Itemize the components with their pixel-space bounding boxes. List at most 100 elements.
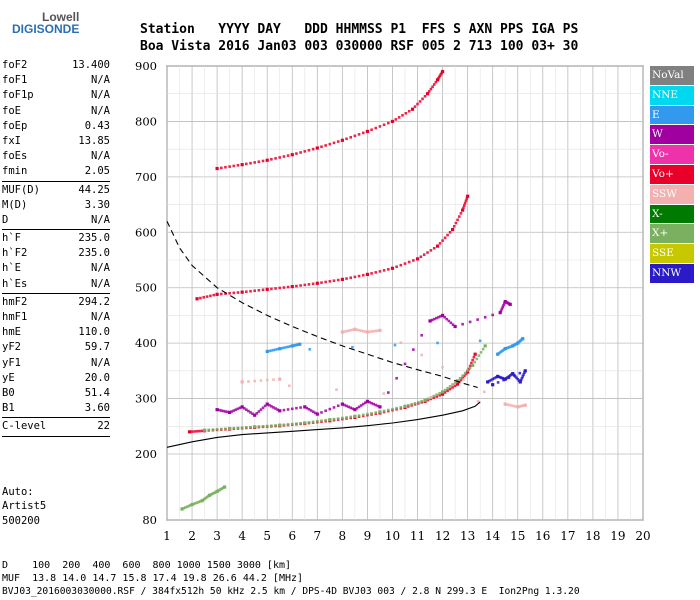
data-point xyxy=(378,270,382,273)
data-point xyxy=(461,376,464,380)
muf-row: MUF 13.8 14.0 14.7 15.8 17.4 19.8 26.6 4… xyxy=(2,573,303,584)
data-point xyxy=(438,242,442,245)
data-point xyxy=(427,90,431,93)
param-row: h`E N/A xyxy=(2,261,110,276)
param-row: D N/A xyxy=(2,213,110,228)
data-point xyxy=(290,285,294,289)
data-point xyxy=(282,155,286,158)
x-tick-label: 13 xyxy=(460,529,475,543)
data-point xyxy=(416,102,419,106)
data-point xyxy=(253,379,256,383)
data-point xyxy=(403,404,407,408)
param-row: foE N/A xyxy=(2,104,110,119)
data-point xyxy=(466,194,470,198)
data-point xyxy=(523,403,527,407)
data-point xyxy=(253,161,256,164)
legend-item: SSW xyxy=(650,184,694,205)
data-point xyxy=(345,277,348,280)
data-point xyxy=(488,379,491,383)
data-point xyxy=(483,315,487,319)
data-point xyxy=(228,426,232,431)
data-point xyxy=(274,407,277,410)
data-point xyxy=(232,164,236,168)
param-value: 13.85 xyxy=(78,134,110,147)
data-point xyxy=(483,344,487,348)
data-point xyxy=(462,204,466,207)
data-point xyxy=(257,410,261,413)
data-point xyxy=(432,246,436,250)
data-point xyxy=(365,272,370,277)
data-point xyxy=(336,417,340,420)
data-point xyxy=(274,424,277,427)
data-point xyxy=(426,397,430,401)
data-point xyxy=(382,409,386,413)
data-point xyxy=(522,373,525,376)
electron-density-profile-line xyxy=(166,401,481,448)
param-label: hmF1 xyxy=(2,311,28,323)
x-tick-label: 7 xyxy=(313,529,321,543)
data-point xyxy=(245,290,248,293)
data-point xyxy=(185,505,189,509)
data-point xyxy=(374,403,378,407)
data-point xyxy=(313,411,317,415)
data-point xyxy=(397,116,401,119)
data-point xyxy=(282,346,286,350)
data-point xyxy=(491,383,495,387)
data-point xyxy=(446,389,449,393)
param-value: 59.7 xyxy=(84,341,110,354)
data-point xyxy=(475,357,479,361)
data-point xyxy=(359,329,363,332)
data-point xyxy=(501,305,505,309)
param-value: 0.43 xyxy=(84,119,110,132)
data-point xyxy=(349,136,353,139)
data-point xyxy=(222,409,225,413)
data-point xyxy=(457,215,461,218)
x-tick-label: 16 xyxy=(535,529,550,543)
data-point xyxy=(434,80,438,84)
param-value: N/A xyxy=(91,89,110,102)
param-label: M(D) xyxy=(2,198,28,211)
data-point xyxy=(437,77,440,80)
data-point xyxy=(267,403,271,407)
data-point xyxy=(505,403,509,406)
data-point xyxy=(449,321,453,325)
data-point xyxy=(335,388,338,392)
y-tick-label: 300 xyxy=(135,392,157,406)
data-point xyxy=(453,381,457,384)
data-point xyxy=(502,303,505,307)
param-row: yF1 N/A xyxy=(2,356,110,371)
data-point xyxy=(355,406,359,410)
data-point xyxy=(228,165,231,168)
param-value: 3.60 xyxy=(84,402,110,415)
data-point xyxy=(478,339,482,343)
data-point xyxy=(303,150,307,153)
data-point xyxy=(459,378,463,382)
data-point xyxy=(471,358,474,362)
logo-digisonde: DIGISONDE xyxy=(12,22,80,36)
data-point xyxy=(226,410,229,414)
data-point xyxy=(459,212,463,215)
data-point xyxy=(479,351,483,354)
data-point xyxy=(361,329,365,333)
param-separator xyxy=(2,180,110,182)
data-point xyxy=(332,406,336,409)
data-point xyxy=(351,328,355,332)
data-point xyxy=(514,405,517,408)
data-point xyxy=(288,384,291,388)
param-value: 235.0 xyxy=(78,232,110,245)
x-tick-label: 10 xyxy=(385,529,400,543)
data-point xyxy=(332,417,336,421)
data-point xyxy=(311,282,315,286)
autoscaling-line-2: Artist5 xyxy=(2,500,47,512)
data-point xyxy=(491,313,494,317)
data-point xyxy=(489,378,493,382)
data-point xyxy=(276,347,279,351)
data-point xyxy=(435,78,440,82)
data-point xyxy=(441,239,444,242)
data-point xyxy=(407,109,411,113)
param-value: 294.2 xyxy=(78,295,110,308)
param-value: N/A xyxy=(91,277,110,290)
data-point xyxy=(468,320,472,324)
data-point xyxy=(355,328,359,332)
x-tick-label: 12 xyxy=(435,529,450,543)
